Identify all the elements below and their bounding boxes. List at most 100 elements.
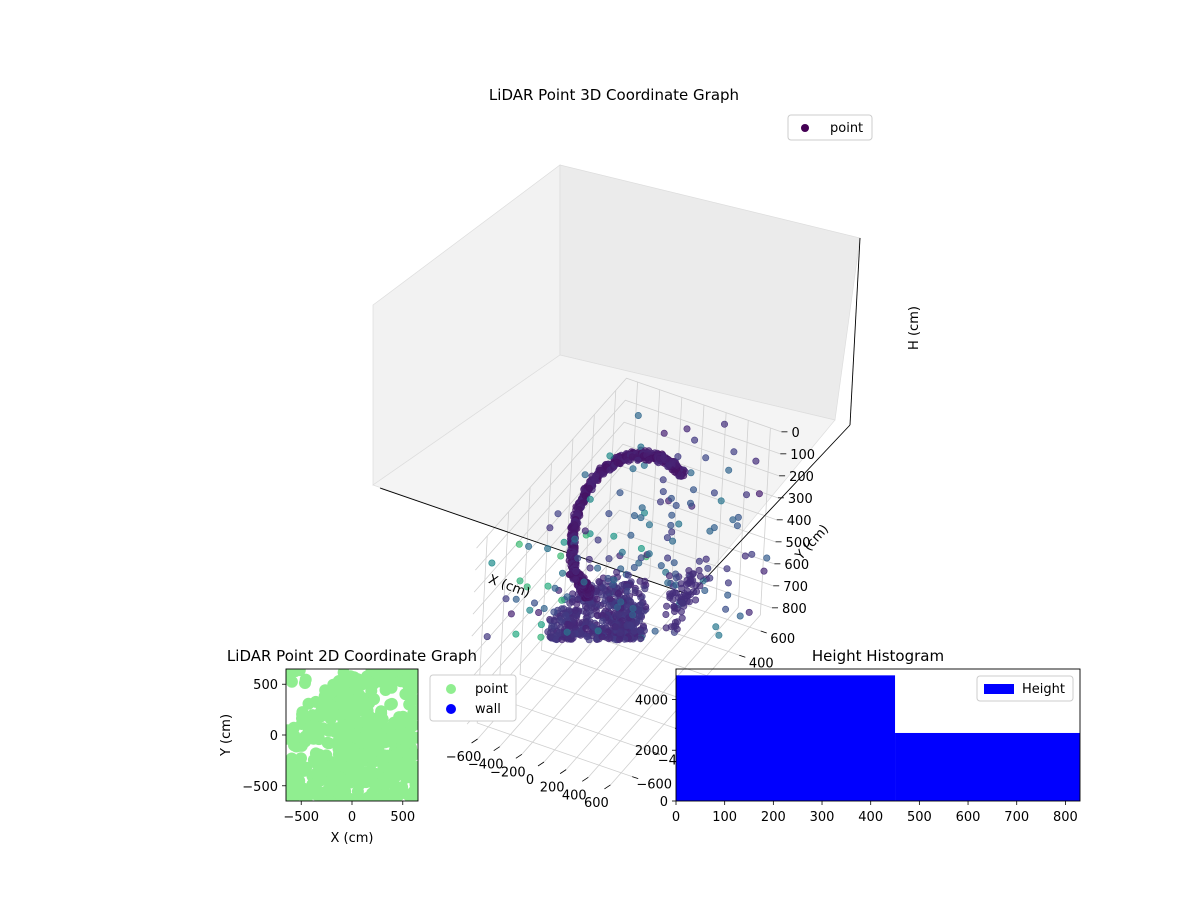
point-3d — [660, 429, 668, 437]
grid-z-line — [470, 487, 776, 659]
point-3d — [594, 536, 602, 544]
point-2d — [317, 794, 330, 801]
point-3d — [614, 589, 622, 597]
point-3d — [562, 611, 570, 619]
point-3d — [616, 459, 624, 467]
point-2d — [351, 785, 364, 798]
y-tick-label-3d: 400 — [749, 656, 774, 671]
point-3d — [662, 610, 670, 618]
point-2d — [290, 776, 302, 789]
point-3d — [582, 624, 590, 632]
point-3d — [629, 611, 637, 619]
point-3d — [630, 563, 638, 571]
point-3d — [692, 596, 700, 604]
point-3d — [712, 623, 720, 631]
point-3d — [615, 610, 623, 618]
point-3d — [687, 469, 695, 477]
point-3d — [581, 602, 589, 610]
point-3d — [675, 594, 683, 602]
point-3d — [618, 548, 626, 556]
z-tick-label-3d: 600 — [784, 558, 809, 573]
point-3d — [585, 484, 593, 492]
point-2d — [406, 694, 418, 707]
point-3d — [645, 550, 653, 558]
y-tick-3d — [760, 630, 767, 634]
point-3d — [557, 552, 565, 560]
point-3d — [745, 608, 753, 616]
grid-z-line — [475, 399, 781, 571]
point-3d — [613, 568, 621, 576]
point-3d — [502, 595, 510, 603]
point-2d — [397, 710, 409, 723]
hist-frame — [675, 668, 1081, 802]
point-2d — [378, 788, 391, 801]
x-tick-3d — [582, 776, 589, 782]
point-3d — [636, 635, 644, 643]
y-tick-label-3d: 600 — [770, 632, 795, 647]
hist-x-tick-label: 500 — [907, 810, 932, 825]
legend-2d-point-marker — [446, 684, 456, 694]
point-2d — [378, 669, 391, 676]
y-tick-3d — [739, 654, 746, 658]
grid-z-line — [473, 421, 780, 593]
point-3d — [752, 457, 760, 465]
point-3d — [678, 614, 686, 622]
point-2d — [398, 745, 411, 758]
point-3d — [598, 633, 606, 641]
point-3d — [616, 489, 624, 497]
point-3d — [630, 512, 638, 520]
point-3d — [540, 604, 548, 612]
grid-y-line — [519, 487, 676, 729]
point-3d — [626, 598, 634, 606]
point-3d — [610, 576, 618, 584]
point-3d — [523, 583, 531, 591]
point-3d — [667, 494, 675, 502]
x-tick-label-3d: 0 — [526, 773, 534, 788]
point-2d — [370, 780, 383, 793]
z-tick-label-3d: 500 — [786, 536, 811, 551]
point-3d — [637, 601, 645, 609]
hist-bars — [676, 675, 1080, 801]
point-3d — [609, 588, 617, 596]
point-3d — [657, 562, 665, 570]
legend-3d-label: point — [830, 121, 863, 136]
grid-y-line — [476, 536, 633, 778]
point-2d — [381, 749, 394, 762]
point-3d — [702, 555, 710, 563]
legend-2d: point wall — [429, 674, 517, 722]
point-3d — [668, 511, 676, 519]
point-3d — [720, 420, 728, 428]
hist-y-tick-label: 4000 — [635, 693, 668, 708]
hist-x-tick-label: 100 — [712, 810, 737, 825]
legend-hist-box — [976, 675, 1074, 702]
point-3d — [638, 504, 646, 512]
point-3d — [723, 565, 731, 573]
point-2d — [327, 678, 340, 691]
legend-3d-box — [787, 114, 873, 141]
point-2d — [286, 669, 293, 681]
point-2d — [312, 709, 324, 722]
point-3d — [666, 594, 674, 602]
point-3d — [702, 454, 710, 462]
point-2d — [341, 762, 354, 775]
point-2d — [318, 690, 331, 703]
x-tick-3d — [559, 769, 567, 774]
point-2d — [299, 677, 311, 689]
point-3d — [613, 603, 621, 611]
point-3d — [670, 559, 678, 567]
point-2d — [286, 731, 298, 744]
point-3d — [689, 486, 697, 494]
point-2d — [341, 743, 354, 756]
point-3d — [678, 599, 686, 607]
z-tick-label-3d: 400 — [787, 514, 812, 529]
x-tick-label-3d: 400 — [562, 788, 587, 803]
point-3d — [637, 514, 645, 522]
point-3d — [581, 471, 589, 479]
point-3d — [673, 625, 681, 633]
y-axis-label-2d: Y (cm) — [219, 714, 234, 757]
point-3d — [568, 598, 576, 606]
point-3d — [667, 521, 675, 529]
point-2d — [333, 771, 346, 784]
point-3d — [630, 627, 638, 635]
grid-z-line — [472, 443, 779, 615]
